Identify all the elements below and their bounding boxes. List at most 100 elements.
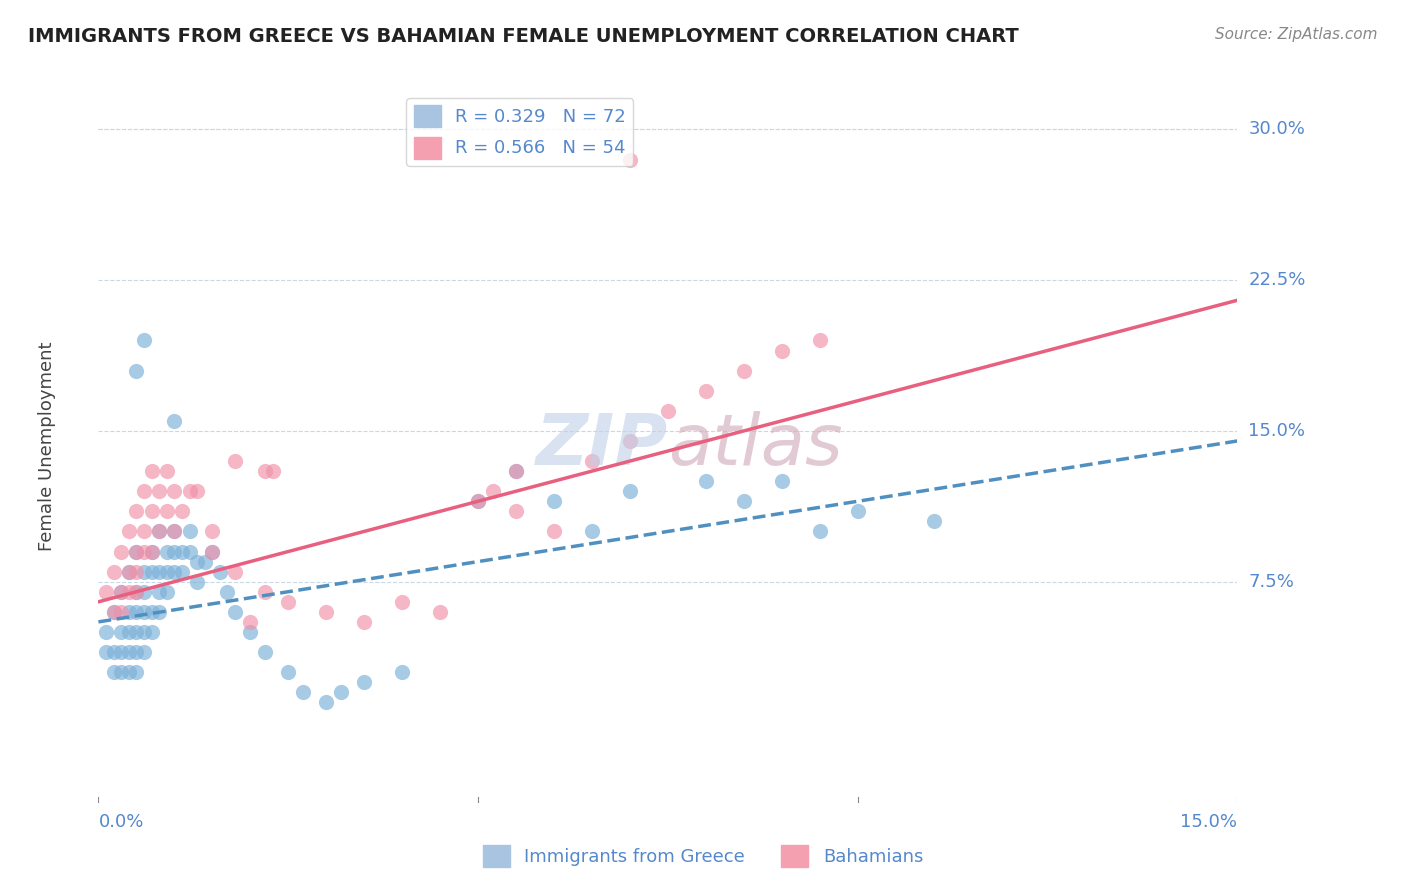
Point bbox=[254, 645, 277, 659]
Point bbox=[103, 665, 125, 680]
Point bbox=[132, 544, 155, 558]
Point bbox=[125, 624, 148, 639]
Point bbox=[239, 624, 262, 639]
Point bbox=[353, 675, 375, 690]
Point bbox=[110, 584, 132, 599]
Text: 7.5%: 7.5% bbox=[1249, 573, 1295, 591]
Point bbox=[619, 153, 641, 167]
Point bbox=[163, 565, 186, 579]
Point bbox=[482, 484, 505, 499]
Point bbox=[118, 624, 141, 639]
Point bbox=[148, 524, 170, 539]
Point bbox=[103, 605, 125, 619]
Point bbox=[118, 565, 141, 579]
Point bbox=[156, 565, 179, 579]
Point bbox=[505, 504, 527, 518]
Text: 0.0%: 0.0% bbox=[98, 813, 143, 830]
Point bbox=[132, 334, 155, 348]
Point bbox=[125, 584, 148, 599]
Point bbox=[224, 565, 246, 579]
Point bbox=[132, 584, 155, 599]
Text: Female Unemployment: Female Unemployment bbox=[38, 342, 56, 550]
Point bbox=[141, 544, 163, 558]
Point bbox=[179, 524, 201, 539]
Point bbox=[132, 645, 155, 659]
Point bbox=[94, 645, 117, 659]
Point bbox=[163, 484, 186, 499]
Point bbox=[808, 334, 831, 348]
Point bbox=[125, 665, 148, 680]
Point bbox=[148, 524, 170, 539]
Point bbox=[125, 544, 148, 558]
Point bbox=[170, 504, 193, 518]
Point bbox=[163, 524, 186, 539]
Point bbox=[132, 565, 155, 579]
Point bbox=[141, 605, 163, 619]
Point bbox=[505, 464, 527, 478]
Point bbox=[156, 464, 179, 478]
Point bbox=[201, 524, 224, 539]
Point bbox=[208, 565, 231, 579]
Point bbox=[141, 464, 163, 478]
Point bbox=[330, 685, 353, 699]
Point bbox=[315, 605, 337, 619]
Point bbox=[125, 584, 148, 599]
Point bbox=[619, 434, 641, 448]
Point bbox=[141, 565, 163, 579]
Point bbox=[695, 384, 717, 398]
Text: IMMIGRANTS FROM GREECE VS BAHAMIAN FEMALE UNEMPLOYMENT CORRELATION CHART: IMMIGRANTS FROM GREECE VS BAHAMIAN FEMAL… bbox=[28, 27, 1019, 45]
Point bbox=[118, 584, 141, 599]
Point bbox=[224, 605, 246, 619]
Point bbox=[170, 565, 193, 579]
Point bbox=[141, 504, 163, 518]
Point bbox=[125, 605, 148, 619]
Point bbox=[94, 584, 117, 599]
Point bbox=[505, 464, 527, 478]
Point bbox=[543, 494, 565, 508]
Point bbox=[391, 665, 413, 680]
Point bbox=[194, 555, 217, 569]
Point bbox=[543, 524, 565, 539]
Point bbox=[141, 544, 163, 558]
Point bbox=[125, 645, 148, 659]
Point bbox=[217, 584, 239, 599]
Point bbox=[262, 464, 284, 478]
Point bbox=[467, 494, 489, 508]
Point bbox=[353, 615, 375, 629]
Point bbox=[186, 555, 208, 569]
Point bbox=[254, 464, 277, 478]
Text: 15.0%: 15.0% bbox=[1249, 422, 1305, 440]
Point bbox=[132, 605, 155, 619]
Point bbox=[733, 363, 755, 377]
Point bbox=[132, 624, 155, 639]
Legend: Immigrants from Greece, Bahamians: Immigrants from Greece, Bahamians bbox=[475, 838, 931, 874]
Point bbox=[429, 605, 451, 619]
Text: 15.0%: 15.0% bbox=[1180, 813, 1237, 830]
Point bbox=[110, 624, 132, 639]
Point bbox=[657, 404, 679, 418]
Point bbox=[118, 565, 141, 579]
Point bbox=[156, 504, 179, 518]
Text: Source: ZipAtlas.com: Source: ZipAtlas.com bbox=[1215, 27, 1378, 42]
Point bbox=[315, 695, 337, 709]
Point bbox=[292, 685, 315, 699]
Point bbox=[148, 584, 170, 599]
Point bbox=[770, 474, 793, 488]
Point bbox=[186, 484, 208, 499]
Point bbox=[132, 484, 155, 499]
Point bbox=[391, 595, 413, 609]
Point bbox=[224, 454, 246, 468]
Point bbox=[125, 565, 148, 579]
Legend: R = 0.329   N = 72, R = 0.566   N = 54: R = 0.329 N = 72, R = 0.566 N = 54 bbox=[406, 98, 633, 166]
Point bbox=[922, 515, 945, 529]
Point bbox=[201, 544, 224, 558]
Point bbox=[148, 565, 170, 579]
Point bbox=[179, 544, 201, 558]
Point bbox=[808, 524, 831, 539]
Point bbox=[770, 343, 793, 358]
Point bbox=[156, 584, 179, 599]
Point bbox=[277, 595, 299, 609]
Point bbox=[239, 615, 262, 629]
Point bbox=[581, 524, 603, 539]
Point bbox=[103, 645, 125, 659]
